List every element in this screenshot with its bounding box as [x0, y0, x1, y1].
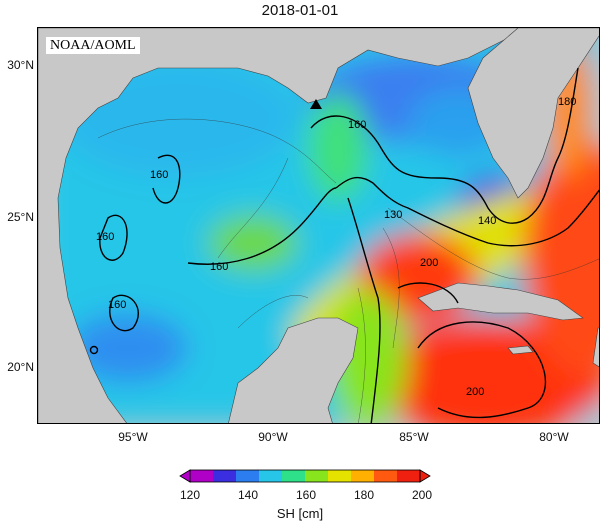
colorbar-tick: 140 [237, 488, 259, 502]
colorbar [179, 469, 431, 483]
contour-label-group: 180 160 130 140 200 160 160 160 200 160 [96, 96, 576, 398]
land [38, 28, 599, 423]
colorbar-cells [190, 470, 421, 482]
minor-contours [97, 118, 599, 423]
colorbar-label: SH [cm] [276, 506, 324, 521]
source-label: NOAA/AOML [46, 37, 140, 54]
lon-label: 90°W [258, 430, 288, 444]
colorbar-tick: 180 [353, 488, 375, 502]
map-frame: 180 160 130 140 200 160 160 160 200 160 [37, 27, 600, 424]
colorbar-cell [236, 470, 260, 482]
lon-label: 95°W [118, 430, 148, 444]
colorbar-tick: 160 [295, 488, 317, 502]
contour-label: 200 [420, 257, 438, 269]
lat-label: 25°N [7, 210, 34, 224]
contour-label: 160 [108, 299, 126, 311]
colorbar-cell [374, 470, 398, 482]
contour-label: 200 [466, 386, 484, 398]
station-marker-icon [310, 99, 322, 109]
colorbar-outline [189, 469, 421, 483]
contour-label: 130 [384, 209, 402, 221]
contour-label: 160 [210, 261, 228, 273]
colorbar-tick: 200 [411, 488, 433, 502]
lon-label: 80°W [539, 430, 569, 444]
colorbar-cell [190, 470, 214, 482]
lon-label: 85°W [399, 430, 429, 444]
contour-label: 140 [478, 215, 496, 227]
colorbar-right-arrow [419, 469, 431, 483]
colorbar-left-arrow [179, 469, 191, 483]
contour-label: 180 [558, 96, 576, 108]
sea-surface-height-map: 180 160 130 140 200 160 160 160 200 160 [38, 28, 599, 423]
colorbar-cell [351, 470, 375, 482]
colorbar-cell [213, 470, 237, 482]
contour-lines [89, 67, 599, 423]
colorbar-tick: 120 [179, 488, 201, 502]
lat-label: 30°N [7, 58, 34, 72]
colorbar-cell [305, 470, 329, 482]
lat-label: 20°N [7, 360, 34, 374]
colorbar-cell [397, 470, 421, 482]
map-title: 2018-01-01 [261, 2, 339, 19]
contour-label: 160 [348, 119, 366, 131]
contour-label: 160 [150, 169, 168, 181]
contour-label: 160 [96, 231, 114, 243]
colorbar-cell [282, 470, 306, 482]
colorbar-cell [259, 470, 283, 482]
colorbar-cell [328, 470, 352, 482]
